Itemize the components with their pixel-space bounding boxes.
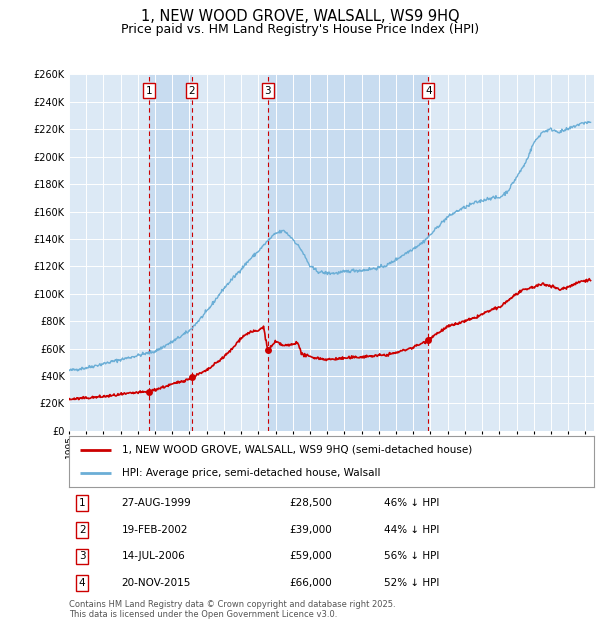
Text: 2: 2 (188, 86, 195, 96)
Text: 27-AUG-1999: 27-AUG-1999 (121, 498, 191, 508)
Text: 4: 4 (425, 86, 432, 96)
Text: 1, NEW WOOD GROVE, WALSALL, WS9 9HQ: 1, NEW WOOD GROVE, WALSALL, WS9 9HQ (140, 9, 460, 24)
Text: 46% ↓ HPI: 46% ↓ HPI (384, 498, 439, 508)
Text: £39,000: £39,000 (290, 525, 332, 535)
Text: Price paid vs. HM Land Registry's House Price Index (HPI): Price paid vs. HM Land Registry's House … (121, 23, 479, 36)
Text: £66,000: £66,000 (290, 578, 332, 588)
Text: Contains HM Land Registry data © Crown copyright and database right 2025.
This d: Contains HM Land Registry data © Crown c… (69, 600, 395, 619)
Text: 44% ↓ HPI: 44% ↓ HPI (384, 525, 439, 535)
Text: 1, NEW WOOD GROVE, WALSALL, WS9 9HQ (semi-detached house): 1, NEW WOOD GROVE, WALSALL, WS9 9HQ (sem… (121, 445, 472, 454)
Text: HPI: Average price, semi-detached house, Walsall: HPI: Average price, semi-detached house,… (121, 468, 380, 478)
Bar (149, 74, 191, 431)
Text: 3: 3 (265, 86, 271, 96)
Text: 19-FEB-2002: 19-FEB-2002 (121, 525, 188, 535)
Text: 14-JUL-2006: 14-JUL-2006 (121, 551, 185, 562)
Text: 20-NOV-2015: 20-NOV-2015 (121, 578, 191, 588)
Text: 4: 4 (79, 578, 85, 588)
Text: 56% ↓ HPI: 56% ↓ HPI (384, 551, 439, 562)
Text: 2: 2 (79, 525, 85, 535)
Text: 52% ↓ HPI: 52% ↓ HPI (384, 578, 439, 588)
Text: 1: 1 (146, 86, 152, 96)
Text: £28,500: £28,500 (290, 498, 332, 508)
Text: 3: 3 (79, 551, 85, 562)
Bar (268, 74, 428, 431)
Text: 1: 1 (79, 498, 85, 508)
Text: £59,000: £59,000 (290, 551, 332, 562)
